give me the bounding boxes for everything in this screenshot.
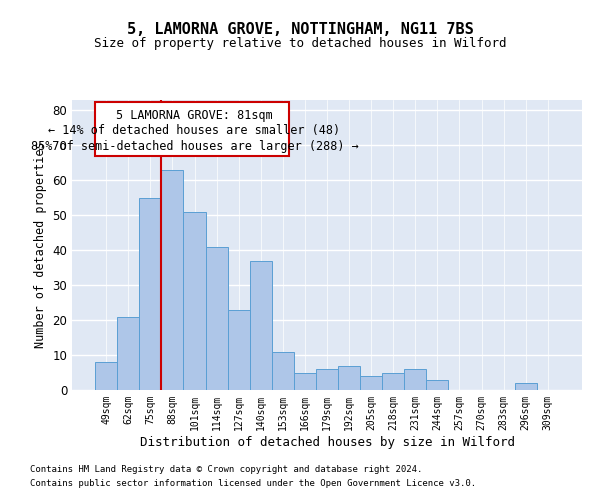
Bar xyxy=(427,380,448,390)
Bar xyxy=(360,376,382,390)
Bar xyxy=(117,316,139,390)
Text: Size of property relative to detached houses in Wilford: Size of property relative to detached ho… xyxy=(94,38,506,51)
Text: 85% of semi-detached houses are larger (288) →: 85% of semi-detached houses are larger (… xyxy=(31,140,358,153)
Bar xyxy=(161,170,184,390)
Text: Contains public sector information licensed under the Open Government Licence v3: Contains public sector information licen… xyxy=(30,479,476,488)
Bar xyxy=(139,198,161,390)
Bar xyxy=(206,246,227,390)
Bar xyxy=(272,352,294,390)
Text: 5 LAMORNA GROVE: 81sqm: 5 LAMORNA GROVE: 81sqm xyxy=(116,108,273,122)
Bar xyxy=(250,260,272,390)
Bar xyxy=(404,369,427,390)
Bar xyxy=(294,372,316,390)
FancyBboxPatch shape xyxy=(95,102,289,156)
Bar xyxy=(338,366,360,390)
Bar xyxy=(515,383,537,390)
Y-axis label: Number of detached properties: Number of detached properties xyxy=(34,142,47,348)
Text: ← 14% of detached houses are smaller (48): ← 14% of detached houses are smaller (48… xyxy=(49,124,341,138)
Bar xyxy=(184,212,206,390)
Bar xyxy=(95,362,117,390)
Text: 5, LAMORNA GROVE, NOTTINGHAM, NG11 7BS: 5, LAMORNA GROVE, NOTTINGHAM, NG11 7BS xyxy=(127,22,473,38)
Text: Contains HM Land Registry data © Crown copyright and database right 2024.: Contains HM Land Registry data © Crown c… xyxy=(30,466,422,474)
Bar xyxy=(227,310,250,390)
Bar xyxy=(382,372,404,390)
Bar xyxy=(316,369,338,390)
X-axis label: Distribution of detached houses by size in Wilford: Distribution of detached houses by size … xyxy=(139,436,515,448)
